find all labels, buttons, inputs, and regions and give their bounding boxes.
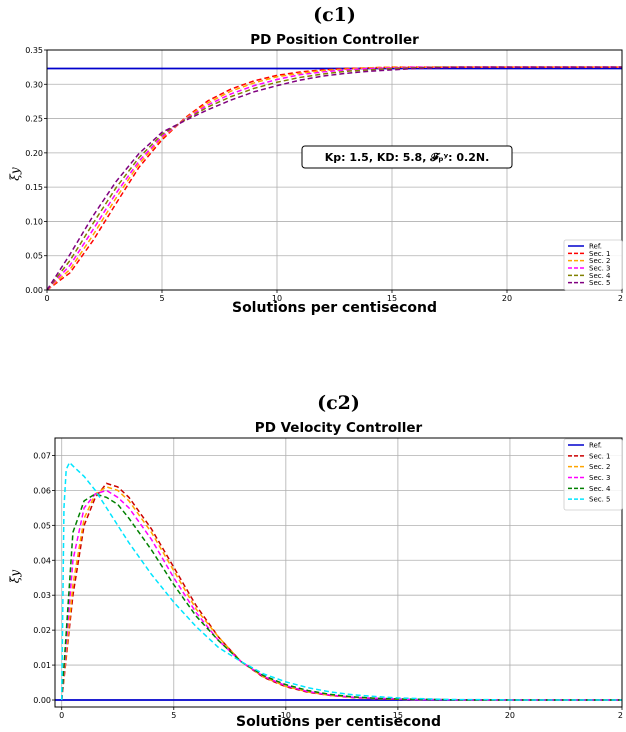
x-tick-label: 20 xyxy=(502,294,512,303)
legend-label: Sec. 4 xyxy=(589,272,611,280)
series-line-sec-3 xyxy=(60,489,622,701)
legend-label: Sec. 5 xyxy=(589,496,611,504)
series-line-sec-3 xyxy=(47,66,622,290)
legend-label: Sec. 1 xyxy=(589,452,611,460)
y-tick-label: 0.00 xyxy=(25,286,43,295)
legend-box xyxy=(563,239,623,291)
y-tick-label: 0.01 xyxy=(33,661,51,670)
x-tick-label: 2 xyxy=(618,294,623,303)
y-tick-label: 0.03 xyxy=(33,591,51,600)
series-line-sec-2 xyxy=(47,66,622,290)
y-tick-label: 0.07 xyxy=(33,451,51,460)
y-tick-label: 0.06 xyxy=(33,486,51,495)
legend-label: Ref. xyxy=(589,442,602,450)
legend-label: Sec. 1 xyxy=(589,250,611,258)
x-tick-label: 2 xyxy=(618,711,623,720)
x-tick-label: 15 xyxy=(393,711,403,720)
panel-label: (c1) xyxy=(313,4,356,26)
plot-frame xyxy=(46,49,623,291)
y-tick-label: 0.30 xyxy=(25,80,43,89)
legend-label: Sec. 4 xyxy=(589,485,611,493)
legend: Ref. Sec. 1 Sec. 2 Sec. 3 Sec. 4 Sec. 5 xyxy=(563,438,623,511)
y-axis-label: ξ̇y xyxy=(8,570,22,584)
panel-label: (c2) xyxy=(317,392,360,414)
series-group xyxy=(55,461,622,701)
legend-label: Sec. 5 xyxy=(589,279,611,287)
y-tick-label: 0.15 xyxy=(25,183,43,192)
y-tick-label: 0.20 xyxy=(25,149,43,158)
legend-box xyxy=(563,438,623,511)
x-tick-label: 20 xyxy=(505,711,515,720)
x-tick-label: 15 xyxy=(387,294,397,303)
y-tick-label: 0.00 xyxy=(33,696,51,705)
legend-label: Sec. 2 xyxy=(589,463,611,471)
x-axis-label: Solutions per centisecond xyxy=(232,300,437,316)
plot-frame xyxy=(54,437,623,708)
chart-title: PD Position Controller xyxy=(250,32,419,48)
legend-label: Sec. 3 xyxy=(589,474,611,482)
legend-label: Sec. 3 xyxy=(589,265,611,273)
annotation-text: Kp: 1.5, KD: 5.8, 𝓕ₚʸ: 0.2N. xyxy=(325,151,490,164)
annotation-box xyxy=(301,145,513,169)
x-tick-label: 5 xyxy=(171,711,176,720)
series-line-sec-2 xyxy=(60,486,622,701)
series-line-sec-5 xyxy=(60,461,622,701)
legend-label: Ref. xyxy=(589,243,602,251)
y-axis-label: ξy xyxy=(8,167,22,181)
legend-label: Sec. 2 xyxy=(589,257,611,265)
chart-title: PD Velocity Controller xyxy=(255,420,423,436)
y-tick-label: 0.35 xyxy=(25,46,43,55)
x-tick-label: 10 xyxy=(272,294,282,303)
y-tick-label: 0.25 xyxy=(25,115,43,124)
series-line-sec-4 xyxy=(47,66,622,290)
y-tick-label: 0.05 xyxy=(25,252,43,261)
y-tick-label: 0.10 xyxy=(25,217,43,226)
chart-panel-1: (c1) PD Position Controller 0 5 10 15 20 2 0.00 0… xyxy=(8,4,623,316)
series-line-sec-1 xyxy=(47,66,622,290)
series-line-sec-4 xyxy=(60,493,622,701)
y-tick-label: 0.05 xyxy=(33,521,51,530)
x-tick-label: 0 xyxy=(44,294,49,303)
y-tick-label: 0.04 xyxy=(33,556,51,565)
series-group xyxy=(47,66,622,290)
x-axis-label: Solutions per centisecond xyxy=(236,714,441,730)
series-line-sec-1 xyxy=(60,482,622,701)
y-tick-label: 0.02 xyxy=(33,626,51,635)
x-tick-label: 5 xyxy=(159,294,164,303)
x-tick-label: 0 xyxy=(59,711,64,720)
chart-panel-2: (c2) PD Velocity Controller 0 5 10 15 20 2 0.00 0… xyxy=(8,392,623,730)
x-tick-label: 10 xyxy=(281,711,291,720)
series-line-sec-5 xyxy=(47,66,622,290)
